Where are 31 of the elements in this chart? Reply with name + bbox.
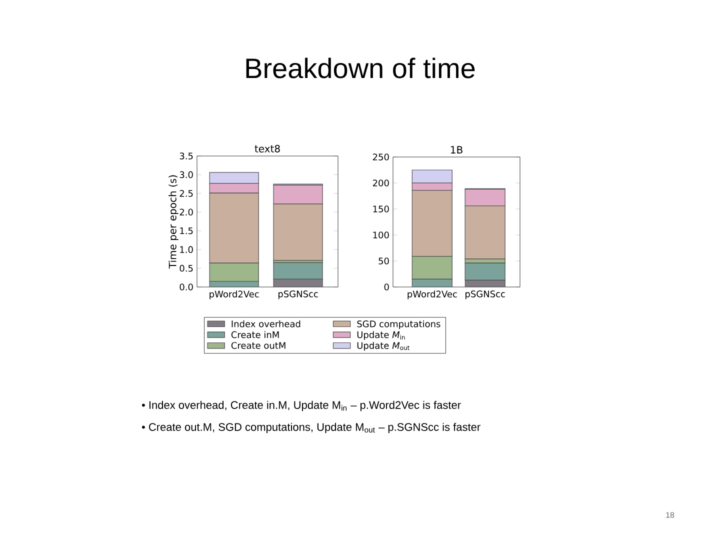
text: Breakdown of time bbox=[246, 58, 475, 78]
text: 18 bbox=[666, 512, 674, 518]
y-tick-label: 250 bbox=[372, 154, 389, 160]
legend-label: Index overhead bbox=[232, 320, 300, 328]
y-tick-label: 150 bbox=[373, 206, 389, 212]
y-tick-label: 1.0 bbox=[180, 246, 193, 253]
x-tick-label: pSGNScc bbox=[466, 290, 505, 300]
legend-label: Update M$_{in}$ bbox=[357, 331, 405, 340]
legend-label: Update M$_{out}$ bbox=[357, 342, 410, 351]
y-tick-label: 100 bbox=[373, 232, 389, 238]
legend-label: SGD computations bbox=[357, 320, 440, 330]
x-tick-label: pWord2Vec bbox=[408, 290, 457, 300]
y-axis-title: Time per epoch (s) bbox=[168, 175, 178, 269]
chart-title: 1B bbox=[450, 146, 462, 154]
y-tick-label: 3.0 bbox=[180, 171, 193, 178]
y-tick-label: 1.5 bbox=[180, 228, 193, 234]
x-tick-label: pWord2Vec bbox=[210, 290, 259, 300]
y-tick-label: 3.5 bbox=[180, 152, 193, 160]
y-tick-label: 50 bbox=[378, 258, 389, 264]
y-tick-label: 0.0 bbox=[180, 284, 193, 290]
legend-label: Create outM bbox=[231, 342, 286, 349]
text: • Index overhead, Create in.M, Update M$_{in}$ – p.Word2Vec is faster bbox=[142, 400, 461, 412]
legend-label: Create inM bbox=[231, 331, 279, 338]
y-tick-label: 200 bbox=[372, 180, 389, 186]
chart-title: text8 bbox=[254, 144, 280, 152]
y-tick-label: 2.0 bbox=[180, 208, 193, 216]
y-tick-label: 0.5 bbox=[180, 264, 193, 272]
x-tick-label: pSGNScc bbox=[278, 290, 318, 300]
text: • Create out.M, SGD computations, Update M$_{out}$ – p.SGNScc is faster bbox=[142, 422, 480, 434]
y-tick-label: 0 bbox=[384, 284, 389, 290]
y-tick-label: 2.5 bbox=[180, 190, 193, 197]
